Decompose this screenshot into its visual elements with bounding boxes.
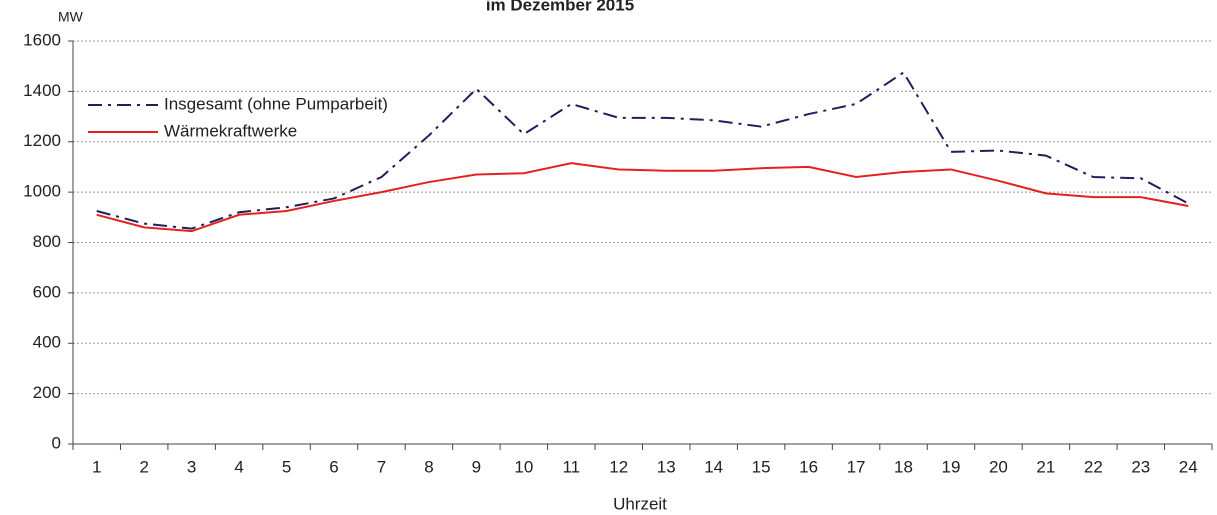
- x-tick-label: 19: [942, 457, 961, 476]
- x-tick-label: 13: [657, 457, 676, 476]
- x-tick-label: 23: [1131, 457, 1150, 476]
- legend-label: Insgesamt (ohne Pumparbeit): [164, 94, 388, 113]
- x-tick-label: 4: [234, 457, 243, 476]
- x-tick-label: 16: [799, 457, 818, 476]
- x-tick-label: 18: [894, 457, 913, 476]
- series-line: [96, 71, 1189, 230]
- x-tick-label: 11: [562, 457, 580, 476]
- x-tick-label: 3: [187, 457, 196, 476]
- x-tick-label: 21: [1036, 457, 1055, 476]
- y-tick-label: 1000: [23, 182, 61, 201]
- y-tick-label: 600: [33, 282, 61, 301]
- y-tick-label: 200: [33, 383, 61, 402]
- chart-title: im Dezember 2015: [486, 0, 634, 14]
- x-tick-label: 7: [377, 457, 386, 476]
- x-tick-label: 6: [329, 457, 338, 476]
- x-tick-label: 24: [1179, 457, 1198, 476]
- x-axis-label: Uhrzeit: [613, 494, 667, 513]
- x-tick-label: 9: [472, 457, 481, 476]
- x-tick-label: 17: [847, 457, 866, 476]
- y-tick-label: 0: [52, 433, 61, 452]
- y-axis-label: MW: [58, 9, 84, 25]
- x-tick-label: 15: [752, 457, 771, 476]
- y-tick-label: 800: [33, 232, 61, 251]
- series-line: [96, 162, 1189, 233]
- x-tick-label: 1: [92, 457, 101, 476]
- x-tick-label: 20: [989, 457, 1008, 476]
- x-tick-label: 12: [609, 457, 628, 476]
- x-tick-label: 14: [704, 457, 723, 476]
- x-tick-label: 5: [282, 457, 291, 476]
- y-tick-label: 1400: [23, 81, 61, 100]
- legend-label: Wärmekraftwerke: [164, 121, 297, 140]
- x-tick-label: 22: [1084, 457, 1103, 476]
- x-tick-label: 2: [139, 457, 148, 476]
- y-tick-label: 400: [33, 333, 61, 352]
- y-tick-label: 1200: [23, 131, 61, 150]
- y-tick-label: 1600: [23, 30, 61, 49]
- x-tick-label: 8: [424, 457, 433, 476]
- x-tick-label: 10: [514, 457, 533, 476]
